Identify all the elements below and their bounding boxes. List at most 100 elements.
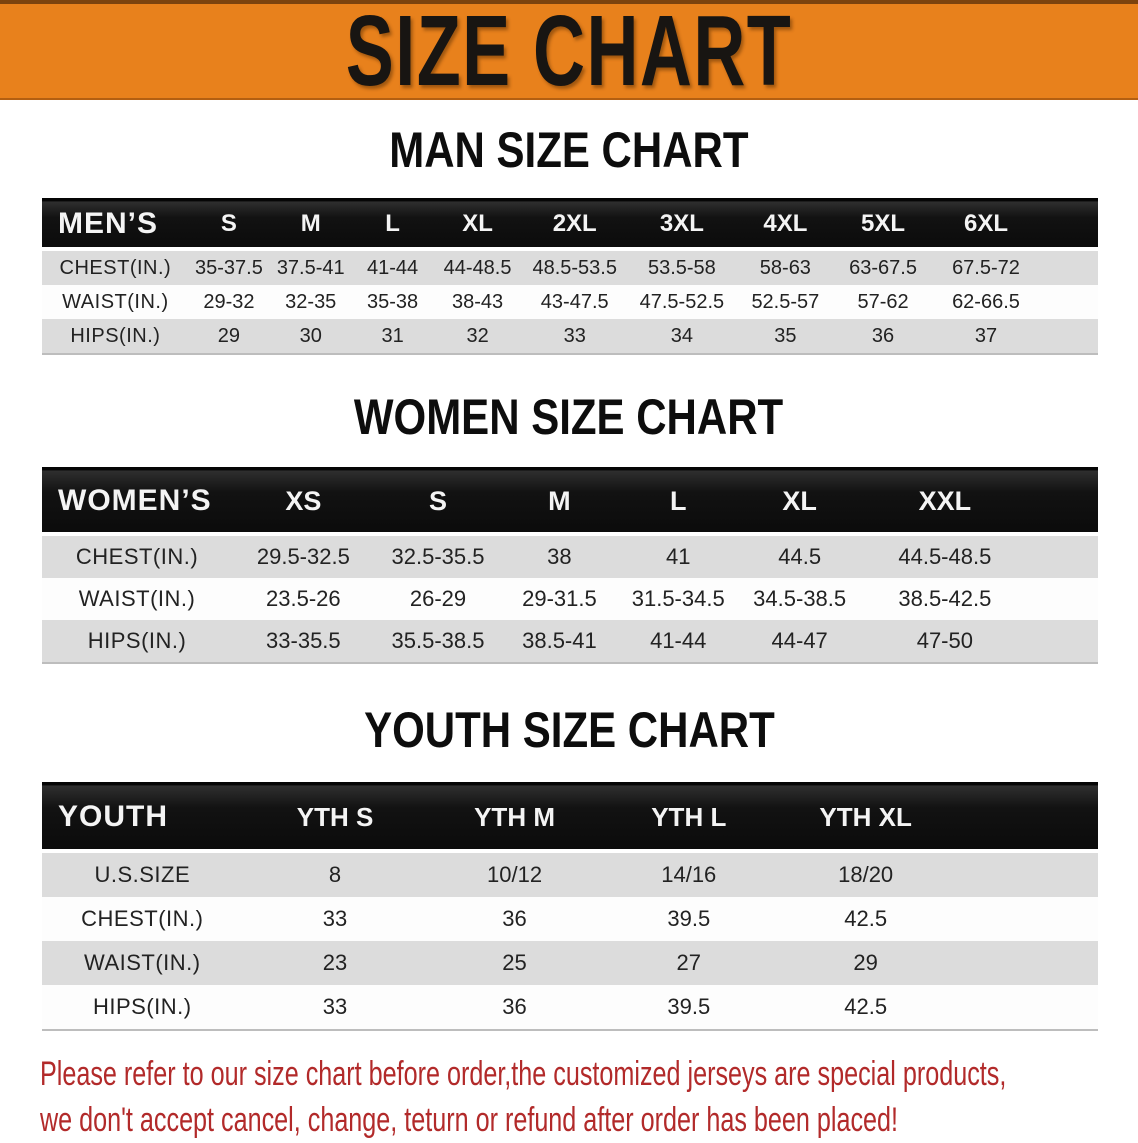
value-cell: 36 bbox=[833, 319, 933, 355]
filler-cell bbox=[1039, 319, 1098, 355]
filler-cell bbox=[1040, 249, 1098, 285]
row-label: HIPS(IN.) bbox=[42, 319, 189, 355]
table-row: U.S.SIZE 8 10/12 14/16 18/20 bbox=[42, 851, 1098, 897]
row-label: WAIST(IN.) bbox=[84, 950, 201, 975]
value-cell: 37.5-41 bbox=[276, 256, 345, 279]
value-cell: 67.5-72 bbox=[952, 256, 1020, 279]
size-column-header: 3XL bbox=[626, 198, 737, 251]
value-cell: 33-35.5 bbox=[232, 620, 375, 664]
size-column-header: S bbox=[374, 467, 502, 536]
value-cell: 63-67.5 bbox=[849, 256, 917, 279]
filler-cell bbox=[955, 782, 1098, 853]
value-cell: 58-63 bbox=[759, 256, 811, 279]
size-table: YOUTH YTH S YTH M YTH L YTH XL U.S.SIZE 8 10/12… bbox=[42, 782, 1098, 1031]
disclaimer-line-1-text: Please refer to our size chart before or… bbox=[40, 1055, 1007, 1093]
size-table: WOMEN’S XS S M L XL XXL CHEST(IN.) 29.5-32.5 32.5… bbox=[42, 467, 1098, 664]
value-cell: 23 bbox=[322, 950, 348, 975]
filler-cell bbox=[1040, 285, 1098, 319]
value-cell: 36 bbox=[427, 985, 602, 1031]
value-cell: 31 bbox=[352, 319, 433, 355]
value-cell: 29 bbox=[188, 319, 270, 355]
size-column-header: YTH XL bbox=[775, 782, 956, 853]
size-column-header: 5XL bbox=[833, 198, 933, 251]
table-header-row: YOUTH YTH S YTH M YTH L YTH XL bbox=[42, 782, 1098, 853]
banner-title: SIZE CHART bbox=[345, 0, 793, 107]
value-cell: 47.5-52.5 bbox=[639, 290, 725, 313]
table-row: CHEST(IN.) 33 36 39.5 42.5 bbox=[42, 897, 1098, 941]
table-title-cell: WOMEN’S bbox=[42, 467, 233, 536]
value-cell: 8 bbox=[328, 862, 342, 887]
size-column-header: 4XL bbox=[736, 198, 834, 251]
value-cell: 44.5 bbox=[778, 544, 822, 569]
disclaimer-line-2: we don't accept cancel, change, teturn o… bbox=[40, 1097, 1118, 1143]
size-column-header: XXL bbox=[860, 467, 1030, 536]
filler-cell bbox=[955, 851, 1098, 897]
value-cell: 38-43 bbox=[452, 290, 504, 313]
value-cell: 62-66.5 bbox=[952, 290, 1020, 313]
size-column-header: S bbox=[188, 198, 270, 251]
value-cell: 44.5-48.5 bbox=[898, 544, 992, 569]
row-label: HIPS(IN.) bbox=[42, 985, 243, 1031]
value-cell: 35.5-38.5 bbox=[374, 620, 502, 664]
size-column-header: 2XL bbox=[522, 198, 627, 251]
size-column-header: L bbox=[617, 467, 739, 536]
table-row: HIPS(IN.) 33-35.5 35.5-38.5 38.5-41 41-44 44-… bbox=[42, 620, 1098, 664]
value-cell: 30 bbox=[269, 319, 353, 355]
value-cell: 29-32 bbox=[203, 290, 255, 313]
value-cell: 53.5-58 bbox=[647, 256, 716, 279]
section-women: WOMEN SIZE CHART WOMEN’S XS S M L XL XXL CHEST(… bbox=[0, 391, 1138, 664]
row-label: CHEST(IN.) bbox=[59, 256, 172, 279]
value-cell: 35-38 bbox=[367, 290, 419, 313]
value-cell: 32.5-35.5 bbox=[391, 544, 485, 569]
row-label: CHEST(IN.) bbox=[81, 906, 204, 931]
value-cell: 42.5 bbox=[775, 985, 956, 1031]
row-label: WAIST(IN.) bbox=[78, 586, 196, 611]
value-cell: 41-44 bbox=[367, 256, 419, 279]
section-youth: YOUTH SIZE CHART YOUTH YTH S YTH M YTH L YTH… bbox=[0, 704, 1138, 1031]
value-cell: 32 bbox=[432, 319, 523, 355]
value-cell: 23.5-26 bbox=[266, 586, 341, 611]
women-section-heading: WOMEN SIZE CHART bbox=[0, 391, 1138, 443]
value-cell: 35 bbox=[736, 319, 834, 355]
value-cell: 35-37.5 bbox=[194, 256, 263, 279]
table-title-cell: YOUTH bbox=[42, 782, 243, 853]
size-column-header: YTH M bbox=[427, 782, 602, 853]
filler-cell bbox=[1029, 534, 1098, 578]
size-column-header: XS bbox=[232, 467, 375, 536]
disclaimer-line-2-text: we don't accept cancel, change, teturn o… bbox=[40, 1101, 898, 1139]
disclaimer-line-1: Please refer to our size chart before or… bbox=[40, 1051, 1118, 1097]
table-row: HIPS(IN.) 29 30 31 32 33 34 35 36 37 bbox=[42, 319, 1098, 355]
size-chart-banner: SIZE CHART bbox=[0, 0, 1138, 107]
men-size-table: MEN’S S M L XL 2XL 3XL 4XL 5XL 6XL CHEST(IN.) 35-37… bbox=[42, 198, 1098, 355]
value-cell: 29-31.5 bbox=[522, 586, 597, 611]
filler-cell bbox=[1029, 620, 1098, 664]
women-section-heading-text: WOMEN SIZE CHART bbox=[354, 389, 784, 445]
size-column-header: M bbox=[269, 198, 353, 251]
value-cell: 34.5-38.5 bbox=[753, 586, 847, 611]
youth-section-heading: YOUTH SIZE CHART bbox=[0, 704, 1138, 756]
filler-cell bbox=[955, 897, 1098, 941]
youth-section-heading-text: YOUTH SIZE CHART bbox=[363, 702, 775, 758]
filler-cell bbox=[955, 941, 1098, 985]
men-section-heading-text: MAN SIZE CHART bbox=[389, 122, 749, 178]
filler-cell bbox=[1039, 198, 1098, 251]
value-cell: 10/12 bbox=[487, 862, 543, 887]
value-cell: 14/16 bbox=[661, 862, 717, 887]
value-cell: 29.5-32.5 bbox=[256, 544, 350, 569]
value-cell: 42.5 bbox=[844, 906, 888, 931]
value-cell: 38.5-42.5 bbox=[898, 586, 992, 611]
table-row: WAIST(IN.) 23 25 27 29 bbox=[42, 941, 1098, 985]
table-row: CHEST(IN.) 35-37.5 37.5-41 41-44 44-48.5 48.5… bbox=[42, 249, 1098, 285]
value-cell: 36 bbox=[502, 906, 527, 931]
value-cell: 26-29 bbox=[409, 586, 467, 611]
filler-cell bbox=[1029, 578, 1098, 620]
value-cell: 29 bbox=[853, 950, 878, 975]
table-header-row: WOMEN’S XS S M L XL XXL bbox=[42, 467, 1098, 536]
value-cell: 47-50 bbox=[860, 620, 1030, 664]
value-cell: 34 bbox=[626, 319, 737, 355]
value-cell: 48.5-53.5 bbox=[532, 256, 617, 279]
value-cell: 44-47 bbox=[738, 620, 861, 664]
filler-cell bbox=[955, 985, 1098, 1031]
value-cell: 32-35 bbox=[285, 290, 337, 313]
size-column-header: M bbox=[501, 467, 618, 536]
